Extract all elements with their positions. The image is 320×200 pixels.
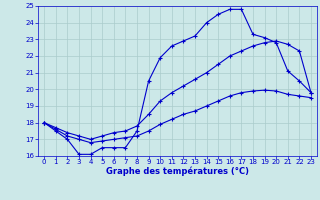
- X-axis label: Graphe des températures (°C): Graphe des températures (°C): [106, 166, 249, 176]
